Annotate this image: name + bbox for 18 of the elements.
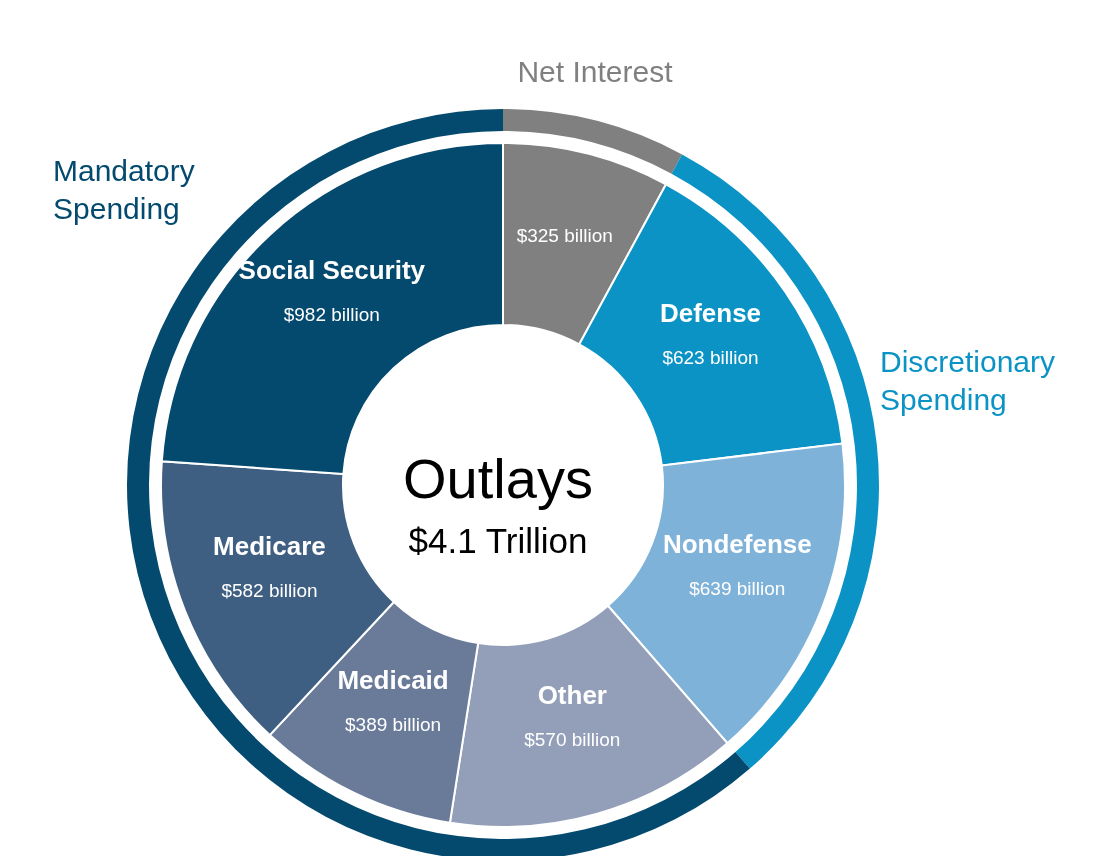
data-label: $639 billion (689, 578, 786, 600)
slice-label: Net Interest (517, 55, 674, 88)
slice-label: Discretionary Spending (880, 345, 1056, 416)
slice-label: Mandatory Spending (53, 154, 195, 225)
slice-label: Other (537, 680, 607, 711)
data-label: $623 billion (662, 346, 759, 368)
data-label: $389 billion (345, 713, 442, 735)
text: Outlays (403, 447, 593, 510)
slice-label: Social Security (238, 255, 426, 286)
data-label: $982 billion (283, 304, 380, 326)
data-label: $325 billion (516, 224, 613, 246)
data-label: $570 billion (524, 729, 621, 751)
slice-label: Defense (659, 297, 762, 328)
slice-label: Nondefense (662, 529, 812, 560)
slice-label: Medicare (213, 531, 326, 562)
data-label: $582 billion (221, 580, 318, 602)
text: $4.1 Trillion (408, 521, 588, 560)
slice-label: Medicaid (337, 664, 449, 695)
